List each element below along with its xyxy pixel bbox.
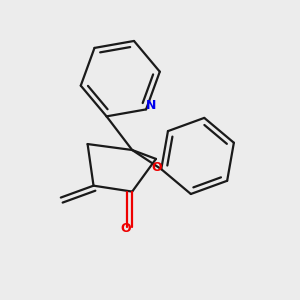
Text: N: N bbox=[146, 99, 157, 112]
Text: O: O bbox=[120, 222, 131, 235]
Text: O: O bbox=[151, 161, 162, 174]
